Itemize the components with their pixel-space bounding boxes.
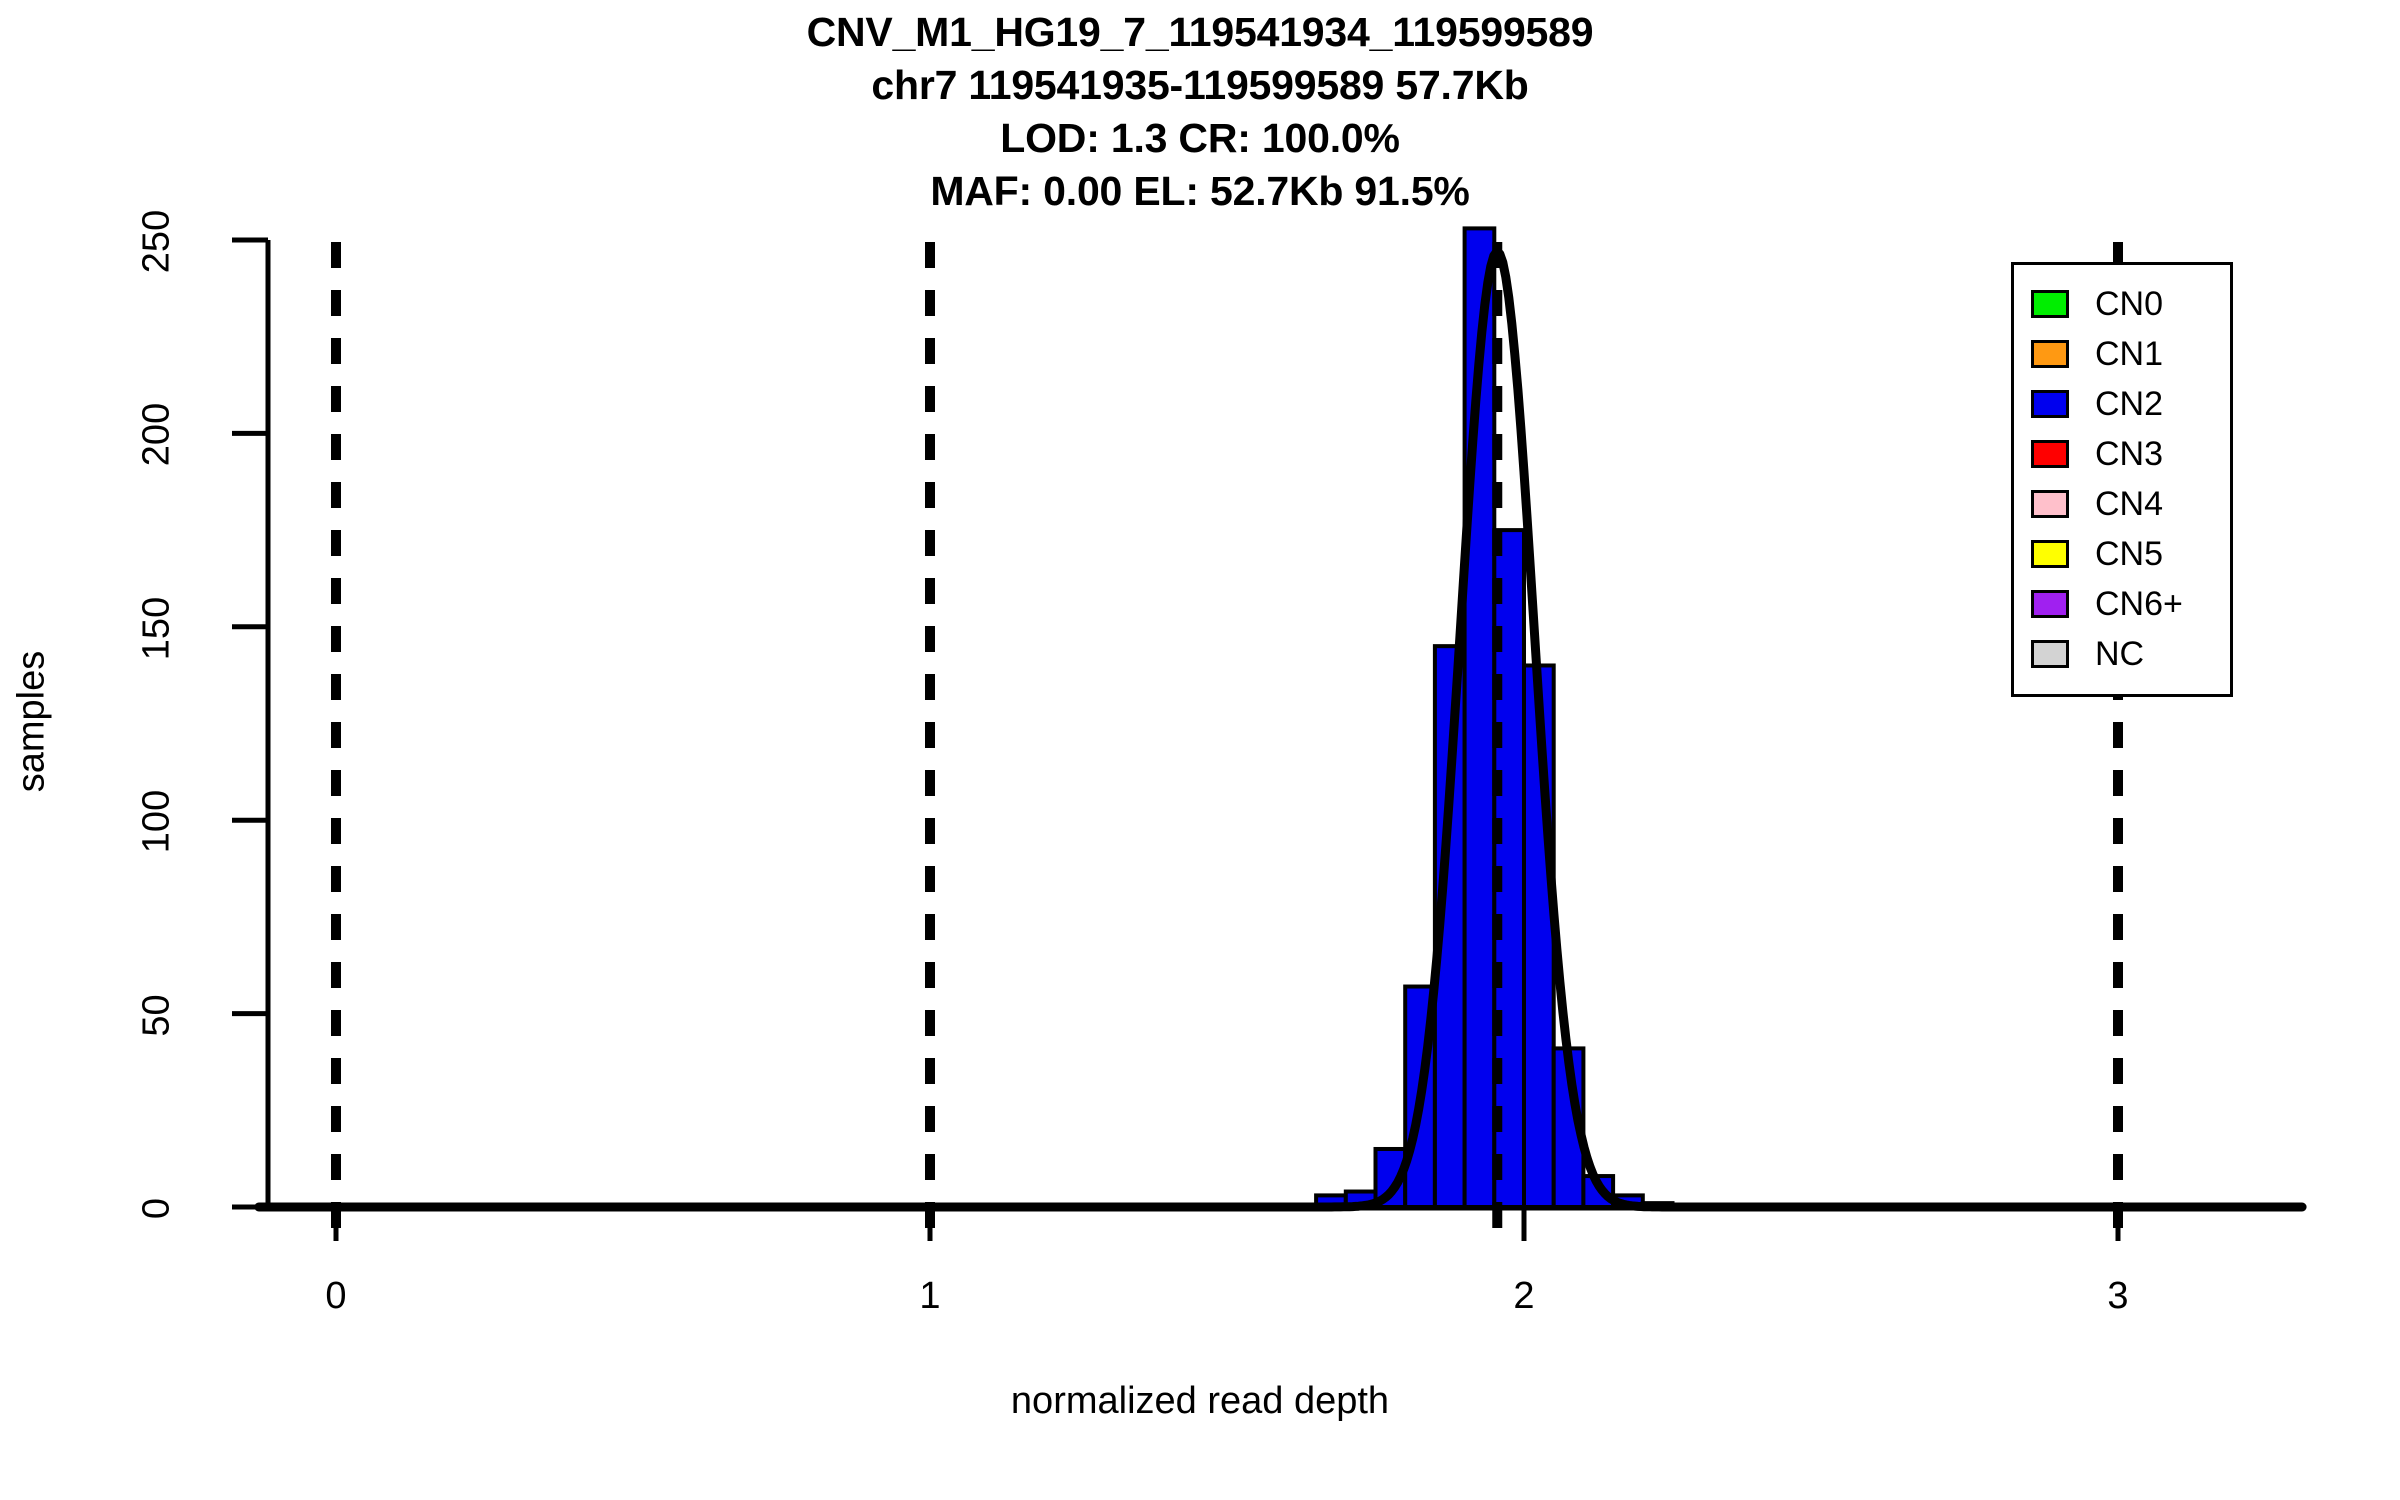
legend: CN0 CN1 CN2 CN3 CN4 CN5 CN6+ NC <box>2011 262 2233 697</box>
legend-swatch-icon <box>2031 290 2069 318</box>
legend-label: CN6+ <box>2095 585 2183 623</box>
legend-swatch-icon <box>2031 590 2069 618</box>
title-line-1: CNV_M1_HG19_7_119541934_119599589 <box>806 9 1594 55</box>
legend-label: CN1 <box>2095 335 2164 373</box>
legend-label: CN5 <box>2095 535 2164 573</box>
histogram-bar <box>1403 984 1437 1209</box>
legend-label: CN4 <box>2095 485 2164 523</box>
y-tick-label: 250 <box>135 209 178 274</box>
y-tick-label: 0 <box>135 1197 178 1220</box>
y-tick-label: 200 <box>135 403 178 467</box>
legend-swatch-icon <box>2031 440 2069 468</box>
legend-swatch-icon <box>2031 340 2069 368</box>
legend-swatch-icon <box>2031 640 2069 668</box>
legend-item-cn6plus[interactable]: CN6+ <box>2014 579 2230 629</box>
x-tick-label: 1 <box>919 1275 941 1317</box>
legend-item-cn1[interactable]: CN1 <box>2014 329 2230 379</box>
legend-item-cn5[interactable]: CN5 <box>2014 529 2230 579</box>
x-tick-label: 2 <box>1513 1275 1535 1317</box>
legend-item-cn0[interactable]: CN0 <box>2014 279 2230 329</box>
legend-swatch-icon <box>2031 490 2069 518</box>
legend-label: NC <box>2095 635 2145 673</box>
density-curve-line <box>254 247 2307 1212</box>
legend-swatch-icon <box>2031 540 2069 568</box>
title-line-4: MAF: 0.00 EL: 52.7Kb 91.5% <box>930 168 1470 214</box>
y-tick-label: 100 <box>135 789 178 854</box>
legend-item-cn2[interactable]: CN2 <box>2014 379 2230 429</box>
x-axis-label: normalized read depth <box>1010 1380 1390 1422</box>
legend-item-nc[interactable]: NC <box>2014 629 2230 679</box>
title-line-2: chr7 119541935-119599589 57.7Kb <box>871 62 1529 108</box>
chart-title: CNV_M1_HG19_7_119541934_119599589 chr7 1… <box>0 6 2400 218</box>
legend-item-cn4[interactable]: CN4 <box>2014 479 2230 529</box>
legend-label: CN3 <box>2095 435 2164 473</box>
copy-number-marker-lines <box>331 242 2123 1235</box>
y-tick-label: 50 <box>135 993 178 1037</box>
y-axis-label: samples <box>10 650 53 793</box>
legend-swatch-icon <box>2031 390 2069 418</box>
legend-label: CN0 <box>2095 285 2164 323</box>
x-tick-label: 3 <box>2107 1275 2129 1317</box>
title-line-3: LOD: 1.3 CR: 100.0% <box>1000 115 1400 161</box>
density-curve <box>254 247 2307 1212</box>
legend-item-cn3[interactable]: CN3 <box>2014 429 2230 479</box>
legend-label: CN2 <box>2095 385 2164 423</box>
x-tick-label: 0 <box>325 1275 347 1317</box>
y-tick-label: 150 <box>135 596 178 660</box>
axes <box>232 237 2303 1241</box>
